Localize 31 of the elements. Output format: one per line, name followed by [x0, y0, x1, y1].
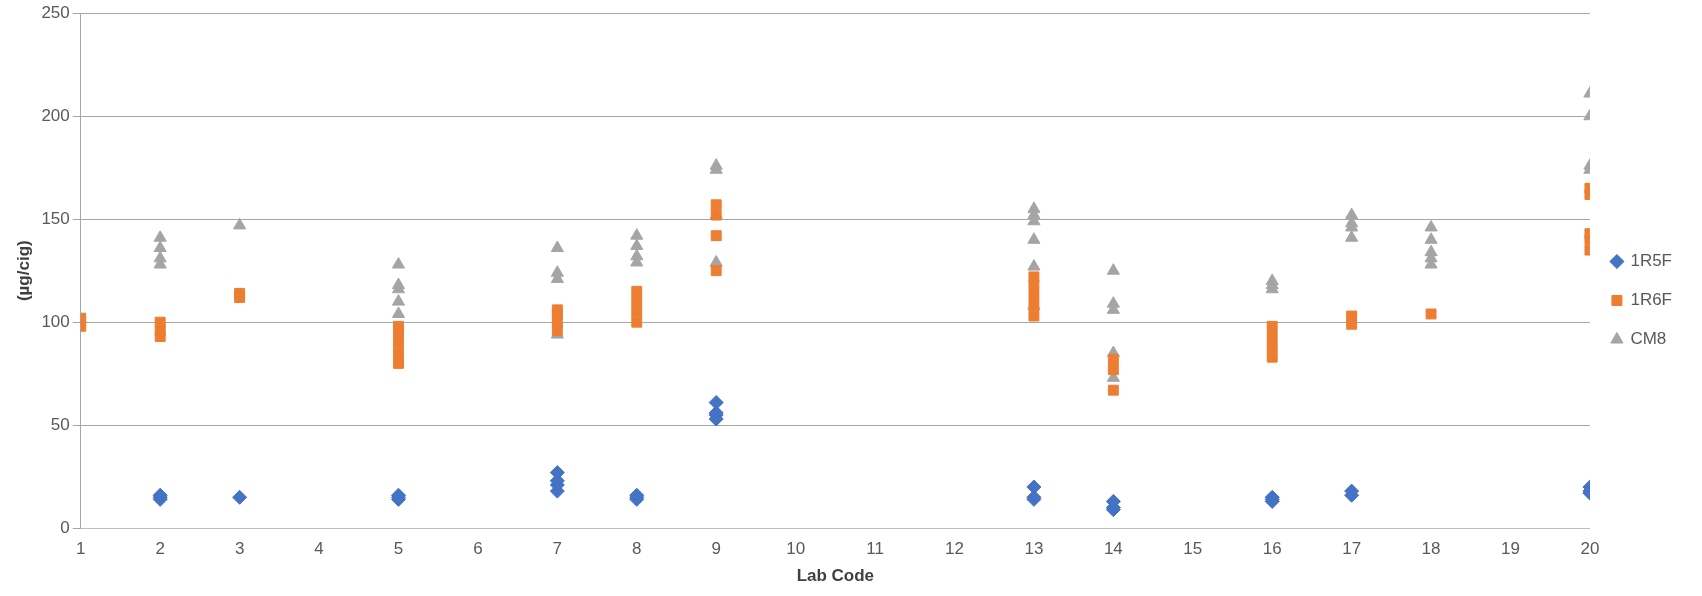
- legend-label: 1R5F: [1630, 251, 1673, 271]
- x-tick-label: 7: [552, 539, 563, 559]
- x-tick-label: 1: [76, 539, 86, 559]
- x-tick-label: 18: [1421, 539, 1441, 559]
- x-tick-label: 5: [393, 539, 404, 559]
- x-tick-label: 14: [1103, 539, 1123, 559]
- x-tick-label: 15: [1183, 539, 1203, 559]
- x-tick-label: 13: [1024, 539, 1044, 559]
- legend-label: CM8: [1630, 329, 1667, 349]
- y-tick-label: 100: [41, 311, 70, 331]
- x-tick-label: 16: [1262, 539, 1282, 559]
- x-tick-label: 12: [945, 539, 964, 559]
- x-tick-label: 10: [786, 539, 806, 559]
- x-tick-label: 11: [866, 539, 884, 559]
- x-tick-label: 3: [234, 539, 245, 559]
- x-tick-label: 4: [314, 539, 324, 559]
- x-tick-label: 20: [1580, 539, 1600, 559]
- x-tick-label: 8: [632, 539, 642, 559]
- x-axis-title: Lab Code: [796, 566, 875, 586]
- x-tick-label: 2: [155, 539, 165, 559]
- x-tick-label: 9: [711, 539, 721, 559]
- y-tick-label: 250: [41, 2, 70, 22]
- legend-label: 1R6F: [1630, 290, 1673, 310]
- y-tick-label: 0: [60, 517, 70, 537]
- y-tick-label: 50: [50, 414, 70, 434]
- y-tick-label: 200: [41, 105, 70, 125]
- x-tick-label: 6: [473, 539, 483, 559]
- x-tick-label: 19: [1501, 539, 1520, 559]
- y-tick-label: 150: [41, 208, 70, 228]
- y-axis-title: (µg/cig): [13, 240, 33, 302]
- x-tick-label: 17: [1342, 539, 1362, 559]
